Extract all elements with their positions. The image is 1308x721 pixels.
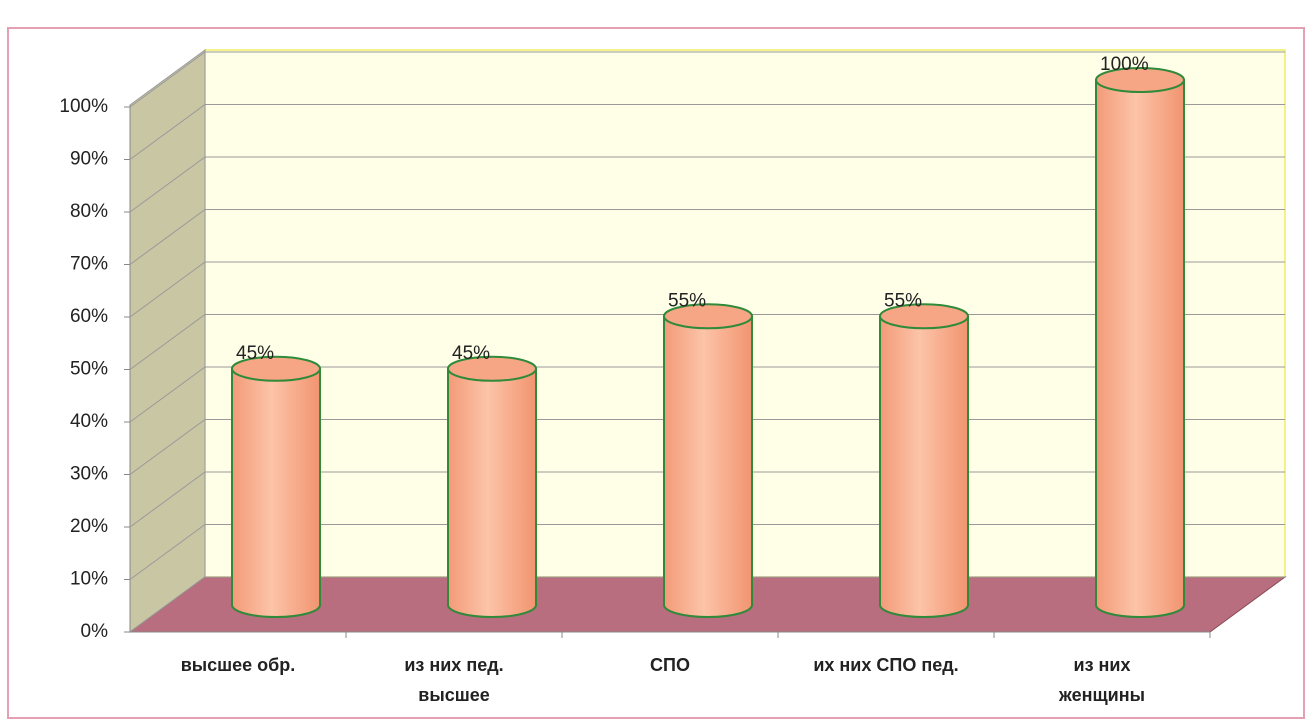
x-tick-label: из них женщины <box>1059 655 1145 705</box>
y-tick-label: 50% <box>70 359 108 380</box>
grid-line <box>129 156 1285 213</box>
cylinder-top <box>663 303 753 330</box>
value-label: 45% <box>452 343 490 364</box>
x-tick-label: из них пед. высшее <box>404 655 504 705</box>
y-tick-label: 10% <box>70 569 108 590</box>
y-tick-label: 70% <box>70 254 108 275</box>
y-tick-label: 90% <box>70 149 108 170</box>
y-tick-label: 0% <box>81 621 109 642</box>
cylinder-top <box>1095 67 1185 93</box>
y-tick-label: 40% <box>70 411 108 432</box>
grid-line <box>129 209 1285 265</box>
grid-line <box>129 104 1285 160</box>
value-label: 55% <box>668 290 706 311</box>
value-label: 45% <box>236 343 274 364</box>
y-tick-label: 60% <box>70 306 108 327</box>
y-tick-label: 20% <box>70 516 108 537</box>
grid-line <box>129 51 1285 108</box>
cylinder <box>663 315 753 618</box>
grid-line <box>129 261 1285 318</box>
x-tick-label: СПО <box>650 655 690 675</box>
cylinder-top <box>447 355 537 382</box>
cylinder-top <box>879 303 969 330</box>
y-tick-label: 30% <box>70 464 108 485</box>
x-tick-label: их них СПО пед. <box>813 655 959 675</box>
cylinder <box>879 315 969 618</box>
value-label: 100% <box>1100 54 1149 75</box>
cylinder <box>231 367 321 618</box>
value-label: 55% <box>884 290 922 311</box>
cylinder-top <box>231 355 321 382</box>
y-tick-label: 100% <box>59 96 108 117</box>
y-tick-label: 80% <box>70 201 108 222</box>
side-wall <box>129 49 206 633</box>
cylinder <box>1095 79 1185 618</box>
cylinder <box>447 367 537 618</box>
frame <box>7 27 1305 719</box>
x-tick-label: высшее обр. <box>180 655 296 675</box>
